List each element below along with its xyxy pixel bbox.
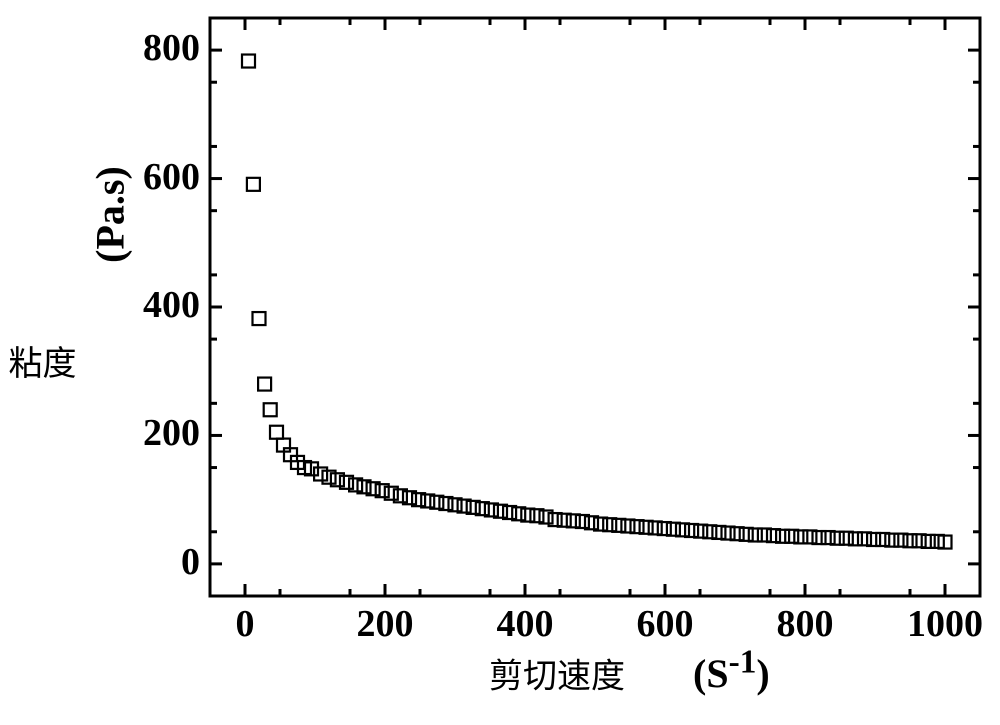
x-axis-label-cn: 剪切速度 [489,658,625,695]
x-axis-label: 剪切速度 (S-1) [379,644,879,697]
y-tick-label: 800 [110,26,200,70]
y-tick-label: 0 [110,540,200,584]
y-tick-label: 200 [110,411,200,455]
x-tick-label: 200 [345,602,425,646]
y-tick-label: 400 [110,283,200,327]
x-tick-label: 600 [625,602,705,646]
y-tick-label: 600 [110,155,200,199]
chart-stage: 粘度 (Pa.s) 剪切速度 (S-1) 0200400600800100002… [0,0,1000,725]
x-tick-label: 400 [485,602,565,646]
x-tick-label: 1000 [905,602,985,646]
x-tick-label: 800 [765,602,845,646]
y-axis-label-cn: 粘度 [0,336,85,385]
x-axis-label-unit: (S-1) [693,651,770,696]
x-tick-label: 0 [205,602,285,646]
